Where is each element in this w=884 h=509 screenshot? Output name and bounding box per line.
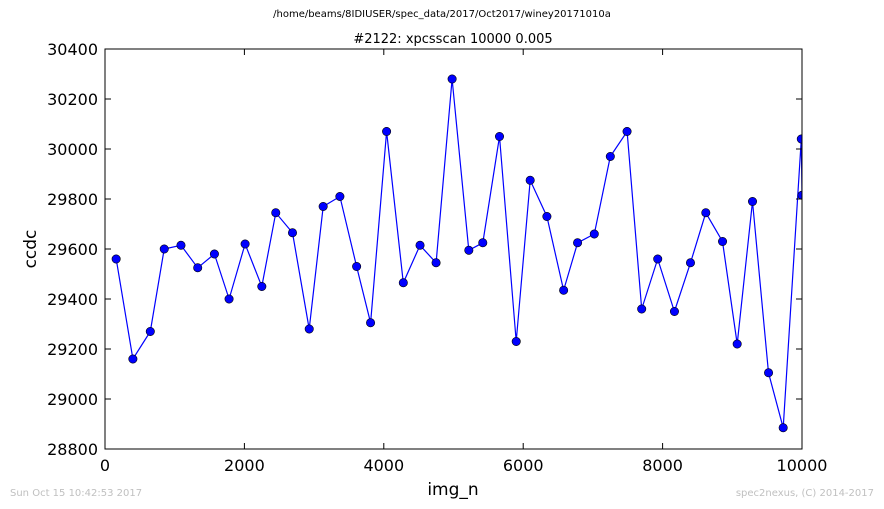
y-tick-label: 29400	[47, 290, 98, 309]
y-tick-label: 28800	[47, 440, 98, 459]
data-point	[447, 74, 457, 84]
data-point	[111, 254, 121, 264]
data-point	[478, 238, 488, 248]
data-point	[605, 152, 615, 162]
data-point	[431, 258, 441, 268]
y-tick-label: 30400	[47, 40, 98, 59]
data-point	[732, 339, 742, 349]
data-point	[764, 368, 774, 378]
data-point	[796, 134, 802, 144]
data-point	[335, 192, 345, 202]
data-point	[159, 244, 169, 254]
timestamp-footer: Sun Oct 15 10:42:53 2017	[10, 488, 143, 499]
data-point	[176, 240, 186, 250]
data-point	[637, 304, 647, 314]
x-axis-label: img_n	[427, 480, 478, 500]
data-point	[128, 354, 138, 364]
data-point	[748, 197, 758, 207]
y-tick-label: 29600	[47, 240, 98, 259]
y-tick-label: 30000	[47, 140, 98, 159]
copyright-footer: spec2nexus, (C) 2014-2017	[735, 488, 874, 499]
data-point	[669, 306, 679, 316]
x-tick-label: 6000	[503, 456, 544, 475]
file-path-header: /home/beams/8IDIUSER/spec_data/2017/Oct2…	[273, 9, 611, 20]
data-point	[464, 245, 474, 255]
data-point	[209, 249, 219, 259]
data-point	[382, 127, 392, 137]
series-line	[115, 78, 802, 428]
x-tick-label: 10000	[777, 456, 828, 475]
data-point	[415, 240, 425, 250]
data-point	[224, 294, 234, 304]
data-point	[778, 423, 788, 433]
data-point	[542, 212, 552, 222]
data-point	[511, 336, 521, 346]
y-tick-label: 29000	[47, 390, 98, 409]
y-tick-label: 30200	[47, 90, 98, 109]
data-point	[622, 127, 632, 137]
data-point	[589, 229, 599, 239]
data-point	[240, 239, 250, 249]
data-point	[318, 202, 328, 212]
data-point	[366, 318, 376, 328]
chart-title: #2122: xpcsscan 10000 0.005	[353, 32, 552, 47]
data-point	[573, 238, 583, 248]
data-point	[145, 326, 155, 336]
data-point	[685, 258, 695, 268]
data-point	[701, 208, 711, 218]
y-tick-label: 29800	[47, 190, 98, 209]
data-point	[271, 208, 281, 218]
data-point	[193, 263, 203, 273]
data-point	[559, 285, 569, 295]
data-point	[352, 261, 362, 271]
y-axis-label: ccdc	[21, 230, 41, 269]
data-point	[287, 228, 297, 238]
data-point	[495, 132, 505, 142]
data-point	[398, 278, 408, 288]
y-tick-label: 29200	[47, 340, 98, 359]
data-point	[525, 175, 535, 185]
data-point	[304, 324, 314, 334]
x-tick-label: 8000	[642, 456, 683, 475]
data-point	[653, 254, 663, 264]
x-tick-label: 4000	[363, 456, 404, 475]
data-point	[257, 281, 267, 291]
data-point	[718, 237, 728, 247]
plot-frame	[104, 48, 803, 450]
x-tick-label: 2000	[224, 456, 265, 475]
x-tick-label: 0	[100, 456, 110, 475]
